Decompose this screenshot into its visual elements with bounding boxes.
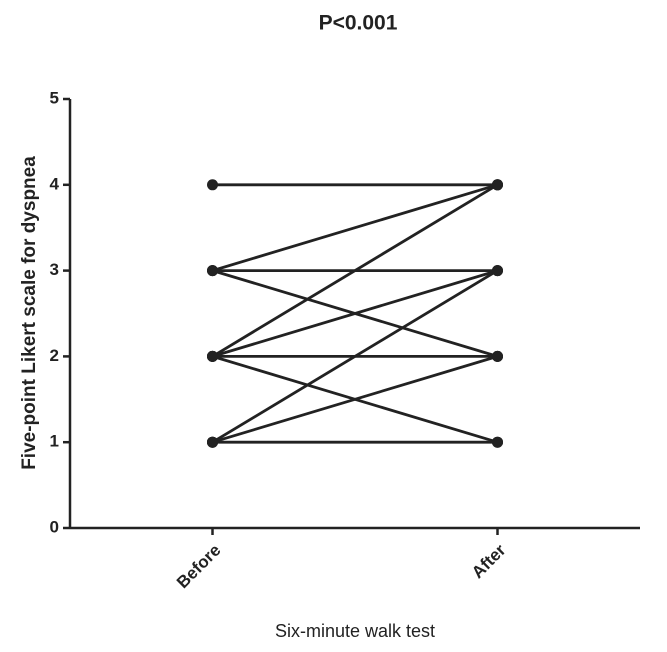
- x-tick-label: After: [468, 540, 510, 582]
- series-line: [211, 183, 499, 358]
- data-point: [207, 265, 218, 277]
- data-point: [207, 350, 218, 362]
- x-tick-label: Before: [173, 541, 225, 593]
- y-tick-label: 1: [50, 432, 59, 451]
- y-tick-label: 0: [50, 517, 59, 536]
- data-point: [207, 179, 218, 191]
- data-point: [492, 179, 503, 191]
- y-tick-label: 2: [50, 346, 59, 365]
- y-tick-label: 3: [50, 260, 59, 279]
- series-line: [212, 269, 498, 358]
- series-line: [212, 183, 498, 272]
- y-axis-label: Five-point Likert scale for dyspnea: [19, 156, 40, 470]
- series-line: [211, 269, 499, 444]
- chart-title: P<0.001: [319, 12, 398, 35]
- data-point: [207, 436, 218, 448]
- x-axis-label: Six-minute walk test: [275, 621, 435, 641]
- data-point: [492, 265, 503, 277]
- data-point: [492, 436, 503, 448]
- series-line: [212, 355, 498, 444]
- data-point: [492, 350, 503, 362]
- y-tick-label: 4: [50, 174, 60, 193]
- y-tick-label: 5: [50, 88, 59, 107]
